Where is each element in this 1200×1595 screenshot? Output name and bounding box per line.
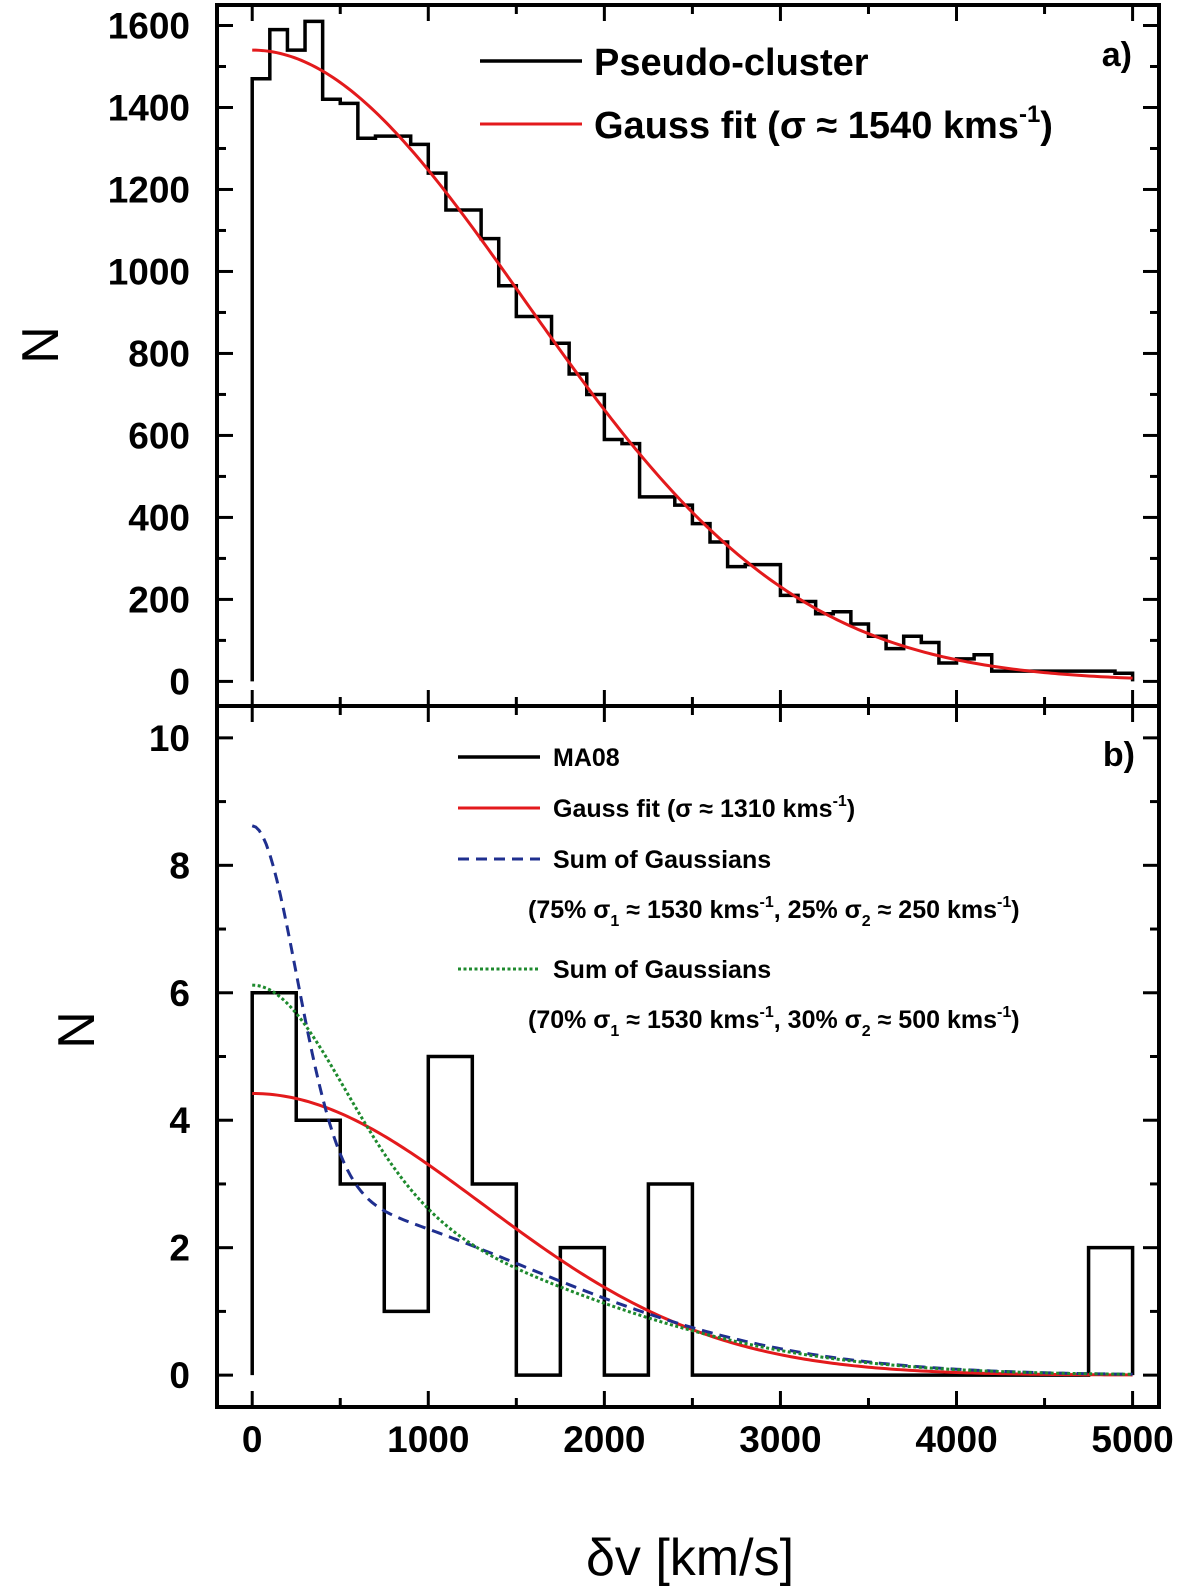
legend-label-gauss-fit-b: Gauss fit (σ ≈ 1310 kms-1) [553, 793, 855, 823]
pseudo-cluster-histogram [250, 19, 1135, 682]
y-tick-label: 400 [128, 497, 190, 538]
y-tick-label: 2 [169, 1228, 190, 1269]
y-tick-label: 200 [128, 579, 190, 620]
sum2-exp1: -1 [760, 1004, 774, 1021]
legend-label-pseudo-cluster: Pseudo-cluster [594, 42, 869, 84]
y-tick-label: 600 [128, 415, 190, 456]
ma08-histogram [250, 991, 1135, 1377]
panel-b-y-axis-title: N [48, 1011, 106, 1049]
sum1-part2: ≈ 1530 kms [619, 896, 759, 924]
panel-a-y-axis-title: N [12, 326, 70, 364]
panel-b-sum-gaussians-70-30-curve [252, 983, 1133, 1376]
legend-a-fit-prefix: Gauss fit [594, 105, 757, 147]
legend-a-fit-exp: -1 [1019, 101, 1040, 128]
sum1-exp2: -1 [997, 894, 1011, 911]
sum2-part2: ≈ 1530 kms [619, 1006, 759, 1034]
legend-b-fit-sigma: (σ ≈ 1310 kms [667, 795, 833, 823]
sum2-part5: ) [1011, 1006, 1019, 1034]
y-tick-label: 1600 [108, 5, 190, 46]
y-tick-label: 1400 [108, 87, 190, 128]
panel-a-y-ticks [217, 23, 1159, 683]
legend-b-fit-prefix: Gauss fit [553, 795, 661, 823]
x-tick-label: 4000 [915, 1419, 997, 1460]
sum1-part5: ) [1011, 896, 1019, 924]
x-axis-title: δv [km/s] [586, 1529, 794, 1587]
sum1-part3: , 25% σ [774, 896, 862, 924]
sum2-part1: (70% σ [528, 1006, 610, 1034]
legend-label-gauss-fit-a: Gauss fit (σ ≈ 1540 kms-1) [594, 101, 1053, 147]
y-tick-label: 1200 [108, 169, 190, 210]
y-tick-label: 1000 [108, 251, 190, 292]
sum1-sub1: 1 [610, 913, 619, 930]
sum2-sub2: 2 [862, 1023, 871, 1040]
y-tick-label: 0 [169, 1355, 190, 1396]
panel-b-x-ticks [250, 706, 1135, 1407]
sum2-exp2: -1 [997, 1004, 1011, 1021]
y-tick-label: 10 [149, 718, 190, 759]
panel-b-label: b) [1103, 736, 1135, 774]
legend-b-fit-close: ) [847, 795, 855, 823]
panel-a-legend: Pseudo-cluster Gauss fit (σ ≈ 1540 kms-1… [480, 42, 1053, 147]
x-tick-label: 1000 [387, 1419, 469, 1460]
sum1-sub2: 2 [862, 913, 871, 930]
sum1-part4: ≈ 250 kms [871, 896, 997, 924]
panel-a-gauss-fit-curve [252, 48, 1133, 680]
x-tick-label: 2000 [563, 1419, 645, 1460]
y-tick-label: 8 [169, 845, 190, 886]
legend-detail-sum-gaussians-1: (75% σ1 ≈ 1530 kms-1, 25% σ2 ≈ 250 kms-1… [528, 894, 1020, 930]
legend-a-fit-sigma: (σ ≈ 1540 kms [767, 105, 1019, 147]
legend-b-fit-exp: -1 [833, 793, 847, 810]
panel-a-label: a) [1102, 36, 1132, 74]
panel-b-x-tick-labels: 0 1000 2000 3000 4000 5000 [242, 1419, 1174, 1460]
panel-b-legend: MA08 Gauss fit (σ ≈ 1310 kms-1) Sum of G… [458, 744, 1020, 1040]
panel-b-y-tick-labels: 0 2 4 6 8 10 [149, 718, 191, 1396]
panel-a-y-tick-labels: 0 200 400 600 800 1000 1200 1400 1600 [108, 5, 190, 702]
sum2-part4: ≈ 500 kms [871, 1006, 997, 1034]
panel-b-y-ticks [217, 736, 1159, 1377]
sum1-part1: (75% σ [528, 896, 610, 924]
y-tick-label: 4 [169, 1100, 190, 1141]
y-tick-label: 0 [169, 661, 190, 702]
legend-label-ma08: MA08 [553, 744, 620, 772]
panel-b-sum-gaussians-75-25-curve [251, 824, 1133, 1376]
sum2-sub1: 1 [610, 1023, 619, 1040]
y-tick-label: 6 [169, 973, 190, 1014]
sum2-part3: , 30% σ [774, 1006, 862, 1034]
x-tick-label: 3000 [739, 1419, 821, 1460]
x-tick-label: 0 [242, 1419, 263, 1460]
y-tick-label: 800 [128, 333, 190, 374]
panel-b: 0 2 4 6 8 10 0 1000 2000 3000 4000 5000 b) N δv [k… [48, 704, 1174, 1587]
sum1-exp1: -1 [760, 894, 774, 911]
legend-a-fit-close: ) [1040, 105, 1053, 147]
legend-label-sum-gaussians-1: Sum of Gaussians [553, 846, 771, 874]
panel-a: 0 200 400 600 800 1000 1200 1400 1600 a) N Pseud… [12, 3, 1161, 708]
legend-detail-sum-gaussians-2: (70% σ1 ≈ 1530 kms-1, 30% σ2 ≈ 500 kms-1… [528, 1004, 1020, 1040]
x-tick-label: 5000 [1091, 1419, 1173, 1460]
legend-label-sum-gaussians-2: Sum of Gaussians [553, 956, 771, 984]
